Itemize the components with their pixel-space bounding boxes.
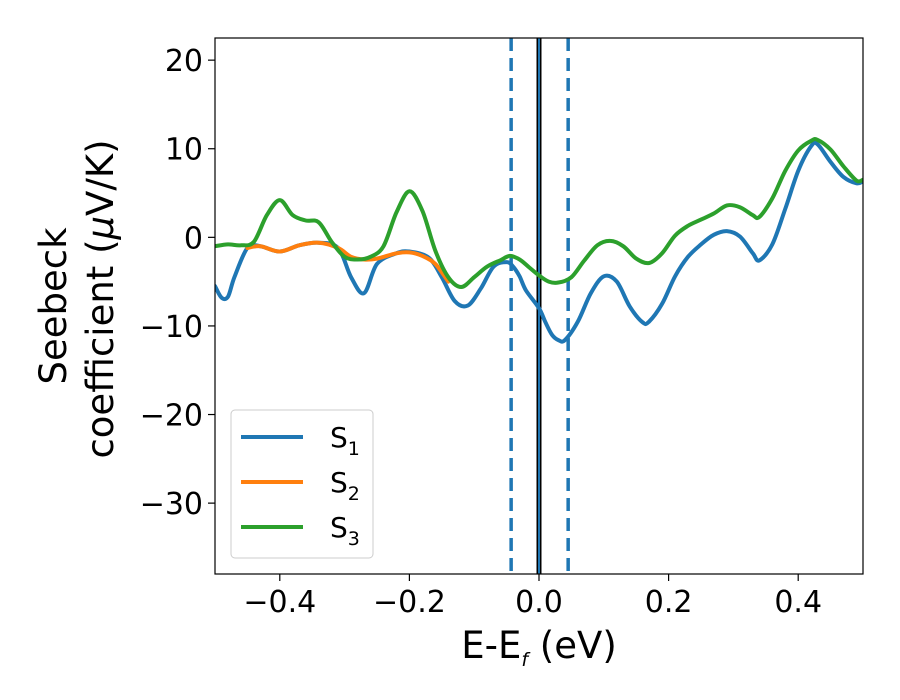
x-axis-ticks: −0.4 −0.2 0.0 0.2 0.4 <box>243 574 822 620</box>
y-tick-label: −20 <box>140 399 203 434</box>
y-axis-title-line2: coefficient (μV/K) <box>79 139 122 458</box>
x-tick-label: −0.4 <box>243 585 316 620</box>
legend-label-2: S2 <box>330 466 360 505</box>
y-axis-ticks: 20 10 0 −10 −20 −30 <box>140 44 215 522</box>
legend: S1 S2 S3 <box>230 409 374 559</box>
series-lines <box>215 137 863 344</box>
series-line-2 <box>245 240 451 284</box>
x-tick-label: −0.2 <box>373 585 446 620</box>
y-axis-title-line1: Seebeck <box>32 227 75 385</box>
x-tick-label: 0.2 <box>645 585 693 620</box>
series-line-3 <box>215 137 863 289</box>
y-tick-label: 10 <box>165 133 203 168</box>
y-axis-title: Seebeck coefficient (μV/K) <box>32 139 122 458</box>
x-axis-title: E-Ef (eV) <box>461 624 617 671</box>
legend-label-1: S1 <box>330 421 360 460</box>
x-tick-label: 0.0 <box>515 585 563 620</box>
y-tick-label: 0 <box>184 221 203 256</box>
x-tick-label: 0.4 <box>774 585 822 620</box>
y-tick-label: −10 <box>140 310 203 345</box>
y-tick-label: −30 <box>140 487 203 522</box>
legend-label-3: S3 <box>330 511 360 550</box>
y-tick-label: 20 <box>165 44 203 79</box>
